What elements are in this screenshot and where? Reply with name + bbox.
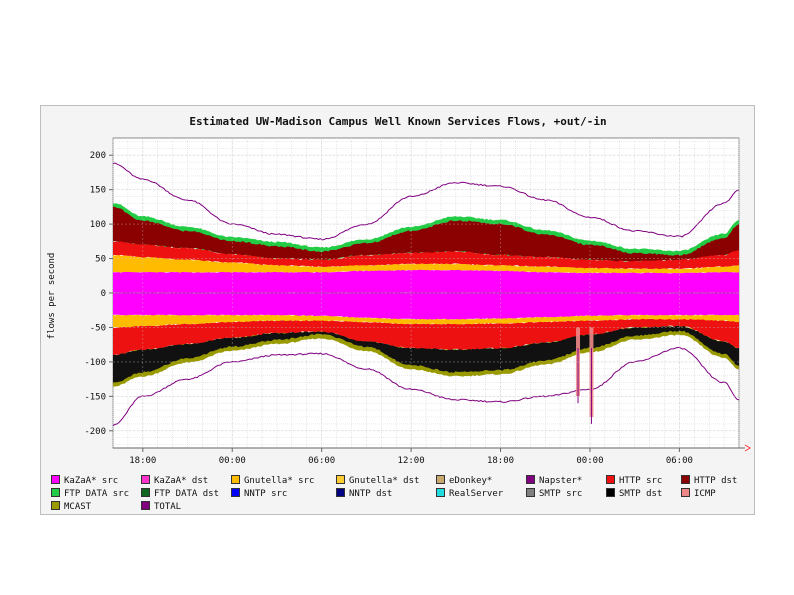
- legend-item: NNTP dst: [336, 488, 392, 499]
- area-gnutella-in: [113, 314, 739, 328]
- legend-swatch: [436, 488, 445, 497]
- legend-item: Gnutella* src: [231, 475, 314, 486]
- legend-swatch: [606, 488, 615, 497]
- legend-label: TOTAL: [154, 502, 182, 512]
- y-tick-label: 100: [90, 220, 106, 230]
- x-tick-label: 18:00: [129, 456, 156, 466]
- x-axis-arrow: [744, 444, 751, 452]
- legend-item: NNTP src: [231, 488, 287, 499]
- legend-item: TOTAL: [141, 501, 181, 512]
- legend-label: Gnutella* dst: [349, 476, 420, 486]
- legend-label: HTTP src: [619, 476, 663, 486]
- legend-label: FTP DATA src: [64, 489, 130, 499]
- legend-label: eDonkey*: [449, 476, 493, 486]
- legend-label: FTP DATA dst: [154, 489, 220, 499]
- legend-swatch: [51, 475, 60, 484]
- x-tick-label: 18:00: [487, 456, 514, 466]
- chart-title: Estimated UW-Madison Campus Well Known S…: [189, 115, 606, 128]
- legend-label: ICMP: [694, 489, 716, 499]
- legend-item: KaZaA* dst: [141, 475, 208, 486]
- y-tick-label: 50: [95, 255, 106, 265]
- y-tick-label: -200: [84, 427, 106, 437]
- y-tick-label: -150: [84, 392, 106, 402]
- legend-swatch: [51, 488, 60, 497]
- legend-label: KaZaA* src: [64, 476, 119, 486]
- x-tick-label: 06:00: [308, 456, 335, 466]
- chart-frame: Estimated UW-Madison Campus Well Known S…: [40, 105, 755, 515]
- y-axis-label: flows per second: [47, 253, 57, 340]
- x-tick-label: 12:00: [398, 456, 425, 466]
- legend-item: KaZaA* src: [51, 475, 118, 486]
- legend-item: FTP DATA dst: [141, 488, 219, 499]
- legend-item: FTP DATA src: [51, 488, 129, 499]
- legend-item: MCAST: [51, 501, 91, 512]
- legend-item: Napster*: [526, 475, 582, 486]
- x-tick-label: 00:00: [576, 456, 603, 466]
- y-tick-label: -100: [84, 358, 106, 368]
- legend-label: Napster*: [539, 476, 583, 486]
- area-http-dst-out: [113, 206, 739, 262]
- y-tick-label: 0: [101, 289, 106, 299]
- legend-label: MCAST: [64, 502, 92, 512]
- legend-item: SMTP dst: [606, 488, 662, 499]
- legend-label: Gnutella* src: [244, 476, 315, 486]
- legend-swatch: [436, 475, 445, 484]
- legend-swatch: [606, 475, 615, 484]
- legend-label: NNTP dst: [349, 489, 393, 499]
- x-tick-label: 06:00: [666, 456, 693, 466]
- legend-item: eDonkey*: [436, 475, 492, 486]
- y-tick-label: 150: [90, 186, 106, 196]
- legend-swatch: [681, 475, 690, 484]
- area-http-dst-in: [113, 325, 739, 383]
- legend-item: SMTP src: [526, 488, 582, 499]
- legend-label: SMTP src: [539, 489, 583, 499]
- area-kazaa-in: [113, 292, 739, 320]
- x-tick-label: 00:00: [219, 456, 246, 466]
- legend-item: HTTP src: [606, 475, 662, 486]
- area-http-src-out: [113, 241, 739, 270]
- legend-item: RealServer: [436, 488, 503, 499]
- legend-swatch: [51, 501, 60, 510]
- legend-swatch: [231, 488, 240, 497]
- legend-swatch: [526, 475, 535, 484]
- legend-swatch: [681, 488, 690, 497]
- legend-item: ICMP: [681, 488, 716, 499]
- y-tick-label: -50: [90, 323, 106, 333]
- legend-label: SMTP dst: [619, 489, 663, 499]
- line-total-out: [112, 162, 740, 241]
- legend-swatch: [141, 501, 150, 510]
- legend-swatch: [526, 488, 535, 497]
- legend-swatch: [141, 475, 150, 484]
- legend-item: HTTP dst: [681, 475, 737, 486]
- legend-label: KaZaA* dst: [154, 476, 209, 486]
- flows-chart: Estimated UW-Madison Campus Well Known S…: [47, 115, 751, 466]
- legend-swatch: [336, 488, 345, 497]
- y-tick-label: 200: [90, 151, 106, 161]
- legend-swatch: [336, 475, 345, 484]
- legend-label: NNTP src: [244, 489, 288, 499]
- legend-item: Gnutella* dst: [336, 475, 419, 486]
- legend-swatch: [231, 475, 240, 484]
- legend-label: RealServer: [449, 489, 504, 499]
- legend-label: HTTP dst: [694, 476, 738, 486]
- area-kazaa-out: [113, 269, 739, 294]
- legend-swatch: [141, 488, 150, 497]
